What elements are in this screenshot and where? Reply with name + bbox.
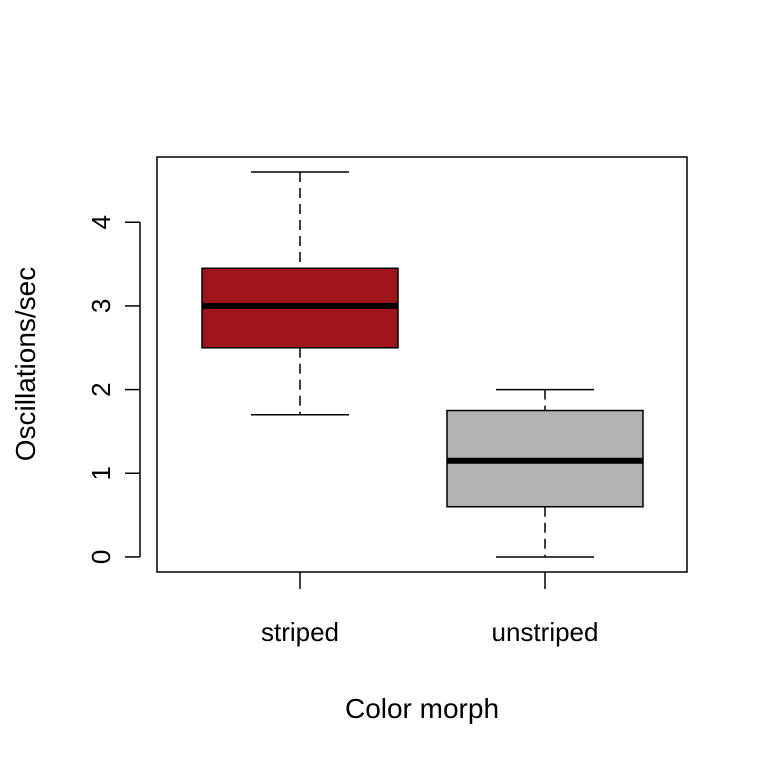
y-axis-title: Oscillations/sec: [10, 267, 41, 462]
x-axis-title: Color morph: [345, 693, 499, 724]
y-tick-label: 4: [86, 215, 116, 229]
x-tick-label: unstriped: [492, 617, 599, 647]
y-tick-label: 0: [86, 550, 116, 564]
y-tick-label: 2: [86, 382, 116, 396]
y-axis: 0 1 2 3 4: [86, 215, 141, 564]
y-tick-label: 3: [86, 299, 116, 313]
box-striped: [201, 171, 399, 416]
x-tick-label: striped: [261, 617, 339, 647]
plot-frame: [156, 156, 688, 573]
box-unstriped: [446, 388, 644, 558]
x-axis: striped unstriped: [261, 572, 599, 647]
box-series: [201, 171, 644, 558]
y-tick-label: 1: [86, 466, 116, 480]
